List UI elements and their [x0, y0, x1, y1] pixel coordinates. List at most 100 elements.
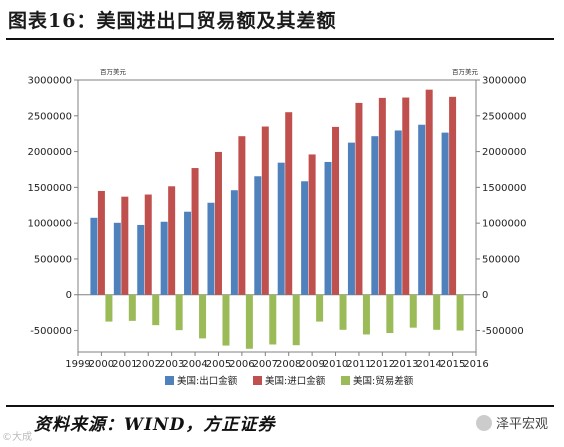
x-tick-label: 2002 — [136, 359, 161, 370]
x-tick-label: 2010 — [323, 359, 348, 370]
bar — [316, 294, 324, 322]
x-tick-label: 2012 — [370, 359, 395, 370]
legend: 美国:出口金额 美国:进口金额 美国:贸易差额 — [165, 375, 414, 387]
bar — [184, 211, 192, 295]
bar — [137, 224, 145, 295]
bar — [449, 96, 457, 295]
source-rule — [6, 405, 554, 407]
bar — [277, 162, 285, 295]
bar — [254, 176, 262, 295]
plot-area-frame — [77, 79, 477, 353]
x-tick-label: 2009 — [299, 359, 324, 370]
x-axis: 1999200020012002200320042005200620072008… — [65, 352, 489, 370]
y-tick-label-left: 2000000 — [27, 147, 72, 158]
y-tick-label-right: 1500000 — [482, 183, 527, 194]
y-tick-label-left: 0 — [66, 290, 72, 301]
bar — [113, 222, 121, 295]
bar — [347, 142, 355, 295]
bar — [386, 294, 394, 334]
x-tick-label: 2004 — [182, 359, 207, 370]
bar — [308, 154, 316, 295]
y-tick-label-right: 1000000 — [482, 219, 527, 230]
legend-swatch — [253, 376, 262, 385]
y-axis-left: -500000 0 500000 1000000 1500000 2000000 25000… — [27, 76, 78, 337]
bar — [175, 294, 183, 331]
bar — [168, 186, 176, 295]
source-note: 资料来源：WIND，方正证券 — [34, 415, 276, 435]
bar — [191, 168, 199, 295]
bar — [222, 294, 230, 346]
bar — [324, 161, 332, 295]
bar — [245, 294, 253, 349]
x-tick-label: 2003 — [159, 359, 184, 370]
title-rule — [6, 38, 554, 40]
y-tick-label-right: 0 — [482, 290, 488, 301]
bar — [433, 294, 441, 330]
x-tick-label: 2006 — [229, 359, 254, 370]
x-tick-label: 2007 — [253, 359, 278, 370]
y-tick-label-right: 2000000 — [482, 147, 527, 158]
y-tick-label-left: 1500000 — [27, 183, 72, 194]
x-tick-label: 2013 — [393, 359, 418, 370]
legend-label: 美国:贸易差额 — [353, 375, 414, 387]
legend-label: 美国:出口金额 — [177, 375, 238, 387]
legend-swatch — [165, 376, 174, 385]
bar — [105, 294, 113, 322]
watermark: ©大成 — [2, 432, 32, 443]
brand-name: 泽平宏观 — [495, 417, 548, 432]
y-tick-label-left: 1000000 — [27, 219, 72, 230]
chart-title: 图表16：美国进出口贸易额及其差额 — [8, 10, 337, 32]
bar — [402, 97, 410, 295]
bar — [214, 151, 222, 295]
x-tick-label: 2005 — [206, 359, 231, 370]
bar — [261, 126, 269, 295]
bar — [339, 294, 347, 330]
bar — [230, 190, 238, 295]
y-tick-label-right: -500000 — [482, 326, 524, 337]
bar — [378, 97, 386, 295]
x-tick-label: 2001 — [112, 359, 137, 370]
bar — [418, 124, 426, 295]
bar — [301, 181, 309, 295]
bar — [269, 294, 277, 345]
bar — [199, 294, 207, 339]
bars-group — [90, 89, 464, 349]
x-tick-label: 2015 — [440, 359, 465, 370]
unit-label-right: 百万美元 — [452, 67, 479, 76]
wechat-icon — [475, 414, 492, 431]
bar — [292, 294, 300, 346]
bar — [128, 294, 136, 321]
x-tick-label: 1999 — [65, 359, 90, 370]
bar — [441, 132, 449, 295]
bar — [409, 294, 417, 328]
bar — [207, 202, 215, 295]
bar — [371, 136, 379, 295]
bar — [152, 294, 160, 326]
bar — [355, 102, 363, 295]
y-tick-label-left: 500000 — [34, 254, 72, 265]
bar — [285, 112, 293, 295]
bar — [362, 294, 370, 335]
y-tick-label-left: -500000 — [30, 326, 72, 337]
bar — [121, 196, 129, 295]
y-tick-label-right: 3000000 — [482, 76, 527, 87]
x-tick-label: 2000 — [89, 359, 114, 370]
y-tick-label-right: 2500000 — [482, 111, 527, 122]
x-tick-label: 2014 — [416, 359, 441, 370]
x-tick-label: 2008 — [276, 359, 301, 370]
bar — [425, 89, 433, 295]
bar — [332, 126, 340, 295]
legend-label: 美国:进口金额 — [265, 375, 326, 387]
bar — [144, 194, 152, 295]
bar — [160, 221, 168, 295]
bar — [238, 136, 246, 295]
legend-swatch — [341, 376, 350, 385]
brand-badge: 泽平宏观 — [475, 413, 548, 432]
bar — [97, 190, 105, 295]
y-tick-label-right: 500000 — [482, 254, 520, 265]
unit-label-left: 百万美元 — [100, 67, 127, 76]
y-tick-label-left: 2500000 — [27, 111, 72, 122]
bar — [394, 130, 402, 295]
y-axis-right: -500000 0 500000 1000000 1500000 2000000 25000… — [476, 76, 527, 337]
